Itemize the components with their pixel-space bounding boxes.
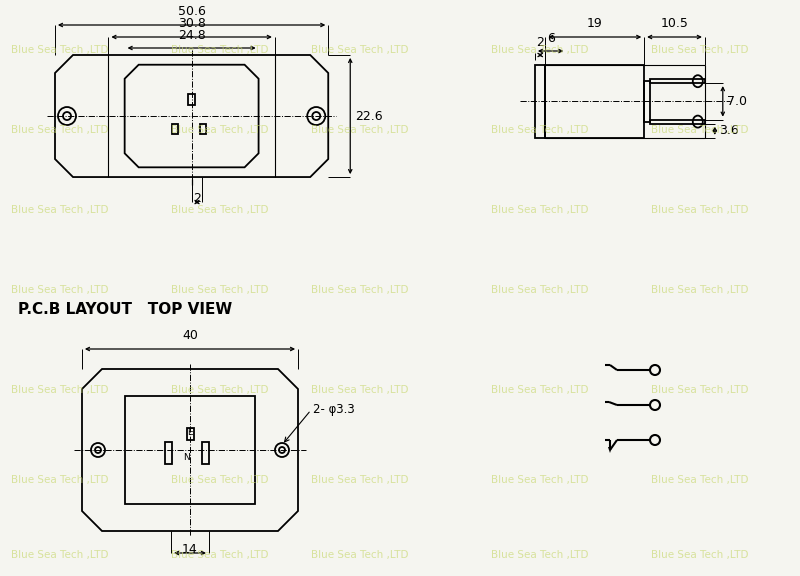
Text: P.C.B LAYOUT   TOP VIEW: P.C.B LAYOUT TOP VIEW: [18, 302, 232, 317]
Text: Blue Sea Tech ,LTD: Blue Sea Tech ,LTD: [171, 550, 269, 560]
Text: Blue Sea Tech ,LTD: Blue Sea Tech ,LTD: [171, 475, 269, 485]
Text: 40: 40: [182, 329, 198, 342]
Text: Blue Sea Tech ,LTD: Blue Sea Tech ,LTD: [171, 45, 269, 55]
Text: Blue Sea Tech ,LTD: Blue Sea Tech ,LTD: [651, 475, 749, 485]
Text: Blue Sea Tech ,LTD: Blue Sea Tech ,LTD: [491, 385, 589, 395]
Text: 10.5: 10.5: [661, 17, 689, 30]
Text: Blue Sea Tech ,LTD: Blue Sea Tech ,LTD: [491, 45, 589, 55]
Text: 30.8: 30.8: [178, 17, 206, 30]
Text: 14: 14: [182, 543, 198, 556]
Text: Blue Sea Tech ,LTD: Blue Sea Tech ,LTD: [651, 550, 749, 560]
Text: Blue Sea Tech ,LTD: Blue Sea Tech ,LTD: [491, 550, 589, 560]
Text: Blue Sea Tech ,LTD: Blue Sea Tech ,LTD: [11, 475, 109, 485]
Text: Blue Sea Tech ,LTD: Blue Sea Tech ,LTD: [311, 385, 409, 395]
Text: 19: 19: [587, 17, 602, 30]
Text: 3.6: 3.6: [718, 124, 738, 137]
Text: E: E: [187, 428, 193, 437]
Text: Blue Sea Tech ,LTD: Blue Sea Tech ,LTD: [491, 205, 589, 215]
Text: Blue Sea Tech ,LTD: Blue Sea Tech ,LTD: [651, 45, 749, 55]
Text: 2- φ3.3: 2- φ3.3: [313, 404, 354, 416]
Text: Blue Sea Tech ,LTD: Blue Sea Tech ,LTD: [311, 45, 409, 55]
Text: 7.0: 7.0: [726, 95, 747, 108]
Text: Blue Sea Tech ,LTD: Blue Sea Tech ,LTD: [651, 285, 749, 295]
Text: Blue Sea Tech ,LTD: Blue Sea Tech ,LTD: [11, 385, 109, 395]
Polygon shape: [608, 447, 612, 453]
Text: N: N: [184, 453, 190, 463]
Text: 24.8: 24.8: [178, 29, 206, 42]
Text: Blue Sea Tech ,LTD: Blue Sea Tech ,LTD: [171, 285, 269, 295]
Text: Blue Sea Tech ,LTD: Blue Sea Tech ,LTD: [11, 285, 109, 295]
Text: Blue Sea Tech ,LTD: Blue Sea Tech ,LTD: [651, 205, 749, 215]
Text: 6: 6: [546, 32, 554, 45]
Text: Blue Sea Tech ,LTD: Blue Sea Tech ,LTD: [171, 125, 269, 135]
Text: Blue Sea Tech ,LTD: Blue Sea Tech ,LTD: [171, 385, 269, 395]
Text: Blue Sea Tech ,LTD: Blue Sea Tech ,LTD: [311, 475, 409, 485]
Text: Blue Sea Tech ,LTD: Blue Sea Tech ,LTD: [11, 125, 109, 135]
Text: Blue Sea Tech ,LTD: Blue Sea Tech ,LTD: [491, 475, 589, 485]
Text: Blue Sea Tech ,LTD: Blue Sea Tech ,LTD: [491, 125, 589, 135]
Text: 50.6: 50.6: [178, 5, 206, 18]
Text: Blue Sea Tech ,LTD: Blue Sea Tech ,LTD: [651, 385, 749, 395]
Text: Blue Sea Tech ,LTD: Blue Sea Tech ,LTD: [651, 125, 749, 135]
Text: 2: 2: [536, 36, 544, 49]
Text: 22.6: 22.6: [355, 109, 383, 123]
Text: Blue Sea Tech ,LTD: Blue Sea Tech ,LTD: [311, 125, 409, 135]
Text: Blue Sea Tech ,LTD: Blue Sea Tech ,LTD: [171, 205, 269, 215]
Text: Blue Sea Tech ,LTD: Blue Sea Tech ,LTD: [11, 45, 109, 55]
Text: 2: 2: [193, 192, 201, 205]
Text: Blue Sea Tech ,LTD: Blue Sea Tech ,LTD: [311, 285, 409, 295]
Text: Blue Sea Tech ,LTD: Blue Sea Tech ,LTD: [11, 205, 109, 215]
Text: Blue Sea Tech ,LTD: Blue Sea Tech ,LTD: [311, 550, 409, 560]
Text: Blue Sea Tech ,LTD: Blue Sea Tech ,LTD: [491, 285, 589, 295]
Text: Blue Sea Tech ,LTD: Blue Sea Tech ,LTD: [11, 550, 109, 560]
